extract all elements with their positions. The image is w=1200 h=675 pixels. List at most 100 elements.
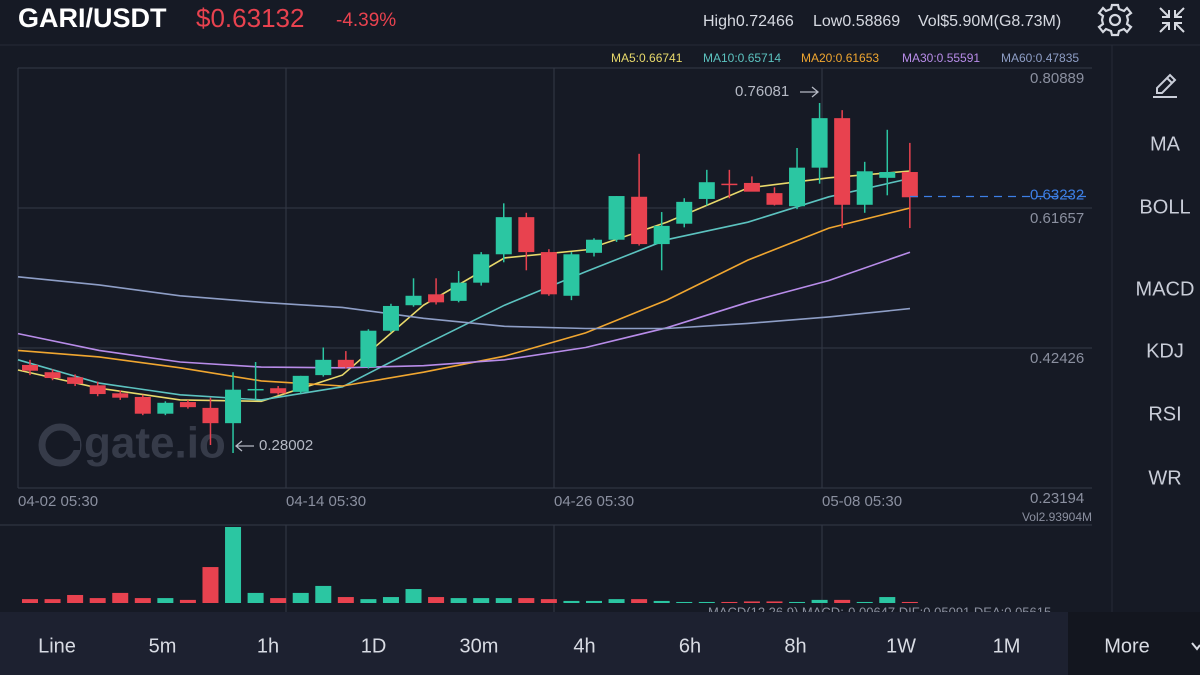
draw-tool[interactable] [1153, 73, 1177, 98]
more-button[interactable]: More [1104, 635, 1150, 657]
collapse-arrows [1159, 7, 1185, 33]
y-tick-label: 0.42426 [1030, 350, 1084, 367]
volume-bar [382, 597, 399, 603]
gear-outline [1097, 3, 1133, 37]
y-tick-label: 0.23194 [1030, 490, 1084, 507]
volume-bar [676, 601, 693, 603]
toolbar [0, 612, 1200, 675]
change: -4.39% [336, 10, 396, 31]
legend-entry: MA5:0.66741 [611, 51, 683, 65]
interval-tab[interactable]: 1h [257, 635, 279, 657]
volume-bar [67, 594, 84, 603]
candle-body [247, 388, 264, 391]
ma-line [17, 207, 911, 387]
candle-body [89, 385, 106, 395]
legend-entry: MA20:0.61653 [801, 51, 879, 65]
candle-body [631, 196, 648, 245]
volume-label: Vol2.93904M [1022, 510, 1092, 524]
volume-bar [901, 601, 918, 603]
candle-body [112, 393, 129, 398]
volume-bar [157, 598, 174, 603]
volume-bar [247, 592, 264, 603]
pencil-icon [1156, 73, 1177, 94]
candle-body [315, 359, 332, 376]
y-tick-label: 0.80889 [1030, 70, 1084, 87]
candle-body [44, 372, 61, 379]
volume-bar [270, 598, 287, 603]
candle-body [586, 239, 602, 253]
interval-tab[interactable]: 4h [573, 635, 595, 657]
candle-body [789, 167, 806, 207]
candle-body [473, 254, 490, 283]
high-arrow [800, 86, 820, 98]
candle-body [270, 388, 287, 394]
volume-bar [608, 599, 625, 603]
volume-bar [540, 599, 557, 603]
candle-body [225, 389, 242, 424]
gear-hub [1108, 13, 1122, 27]
interval-tab[interactable]: 8h [784, 635, 806, 657]
indicator-item[interactable]: WR [1148, 467, 1181, 489]
low-arrow [234, 440, 254, 452]
volume-bar [721, 601, 738, 603]
candle-body [450, 282, 467, 301]
low-label: Low [813, 13, 843, 30]
volume-bar [202, 567, 219, 603]
candle-body [134, 396, 151, 414]
indicator-item[interactable]: KDJ [1146, 340, 1184, 362]
pair: GARI/USDT [18, 3, 167, 33]
last-price-label: 0.63232 [1030, 187, 1084, 204]
indicator-item[interactable]: RSI [1148, 403, 1181, 425]
settings-icon[interactable] [1097, 3, 1133, 37]
candle-body [428, 294, 445, 303]
watermark-logo-gap [60, 441, 80, 450]
volume-bar [112, 592, 129, 603]
volume-summary: Vol$5.90M(G8.73M) [918, 13, 1061, 30]
volume-bar [337, 597, 354, 603]
candle-body [495, 217, 512, 255]
ma-line [17, 177, 911, 401]
volume-bar [473, 598, 490, 603]
candle-body [382, 305, 399, 331]
candle-body [743, 182, 760, 192]
volume-bar [225, 527, 242, 603]
high-annotation: 0.76081 [735, 83, 789, 100]
indicator-item[interactable]: MACD [1136, 278, 1195, 300]
low-annotation: 0.28002 [259, 437, 313, 454]
candle-body [834, 118, 851, 205]
low-value: 0.58869 [842, 13, 900, 30]
x-tick-label: 04-02 05:30 [18, 493, 98, 510]
interval-tab[interactable]: 1W [886, 635, 916, 657]
interval-tab[interactable]: 1M [993, 635, 1021, 657]
volume-bar [879, 597, 896, 603]
x-tick-label: 05-08 05:30 [822, 493, 902, 510]
chart-layer: 0.23194 0.42426 0.61657 0.80889 04-02 05:30 0… [17, 51, 1092, 612]
low: Low0.58869 [813, 13, 900, 30]
candle-body [766, 193, 783, 205]
volume-bar [518, 598, 535, 603]
watermark-text: gate.io [84, 419, 226, 468]
volume-bar [360, 599, 377, 603]
candle-body [67, 377, 84, 384]
legend-entry: MA60:0.47835 [1001, 51, 1079, 65]
volume-bar [315, 585, 332, 603]
x-tick-label: 04-26 05:30 [554, 493, 634, 510]
interval-tab[interactable]: 6h [679, 635, 701, 657]
volume-bar [766, 601, 783, 603]
candle-body [721, 183, 738, 186]
interval-tab[interactable]: 5m [149, 635, 177, 657]
candle-body [157, 402, 174, 414]
volume-bar [495, 598, 512, 603]
indicator-item[interactable]: MA [1150, 133, 1181, 155]
collapse-icon[interactable] [1159, 7, 1185, 33]
volume-bar [834, 599, 851, 603]
interval-tab[interactable]: 30m [460, 635, 499, 657]
volume-bar [179, 599, 196, 603]
volume-bar [44, 599, 61, 603]
candle-body [608, 196, 625, 240]
interval-tab[interactable]: Line [38, 635, 76, 657]
interval-tab[interactable]: 1D [361, 635, 387, 657]
indicator-item[interactable]: BOLL [1139, 196, 1190, 218]
candle-body [811, 118, 828, 168]
